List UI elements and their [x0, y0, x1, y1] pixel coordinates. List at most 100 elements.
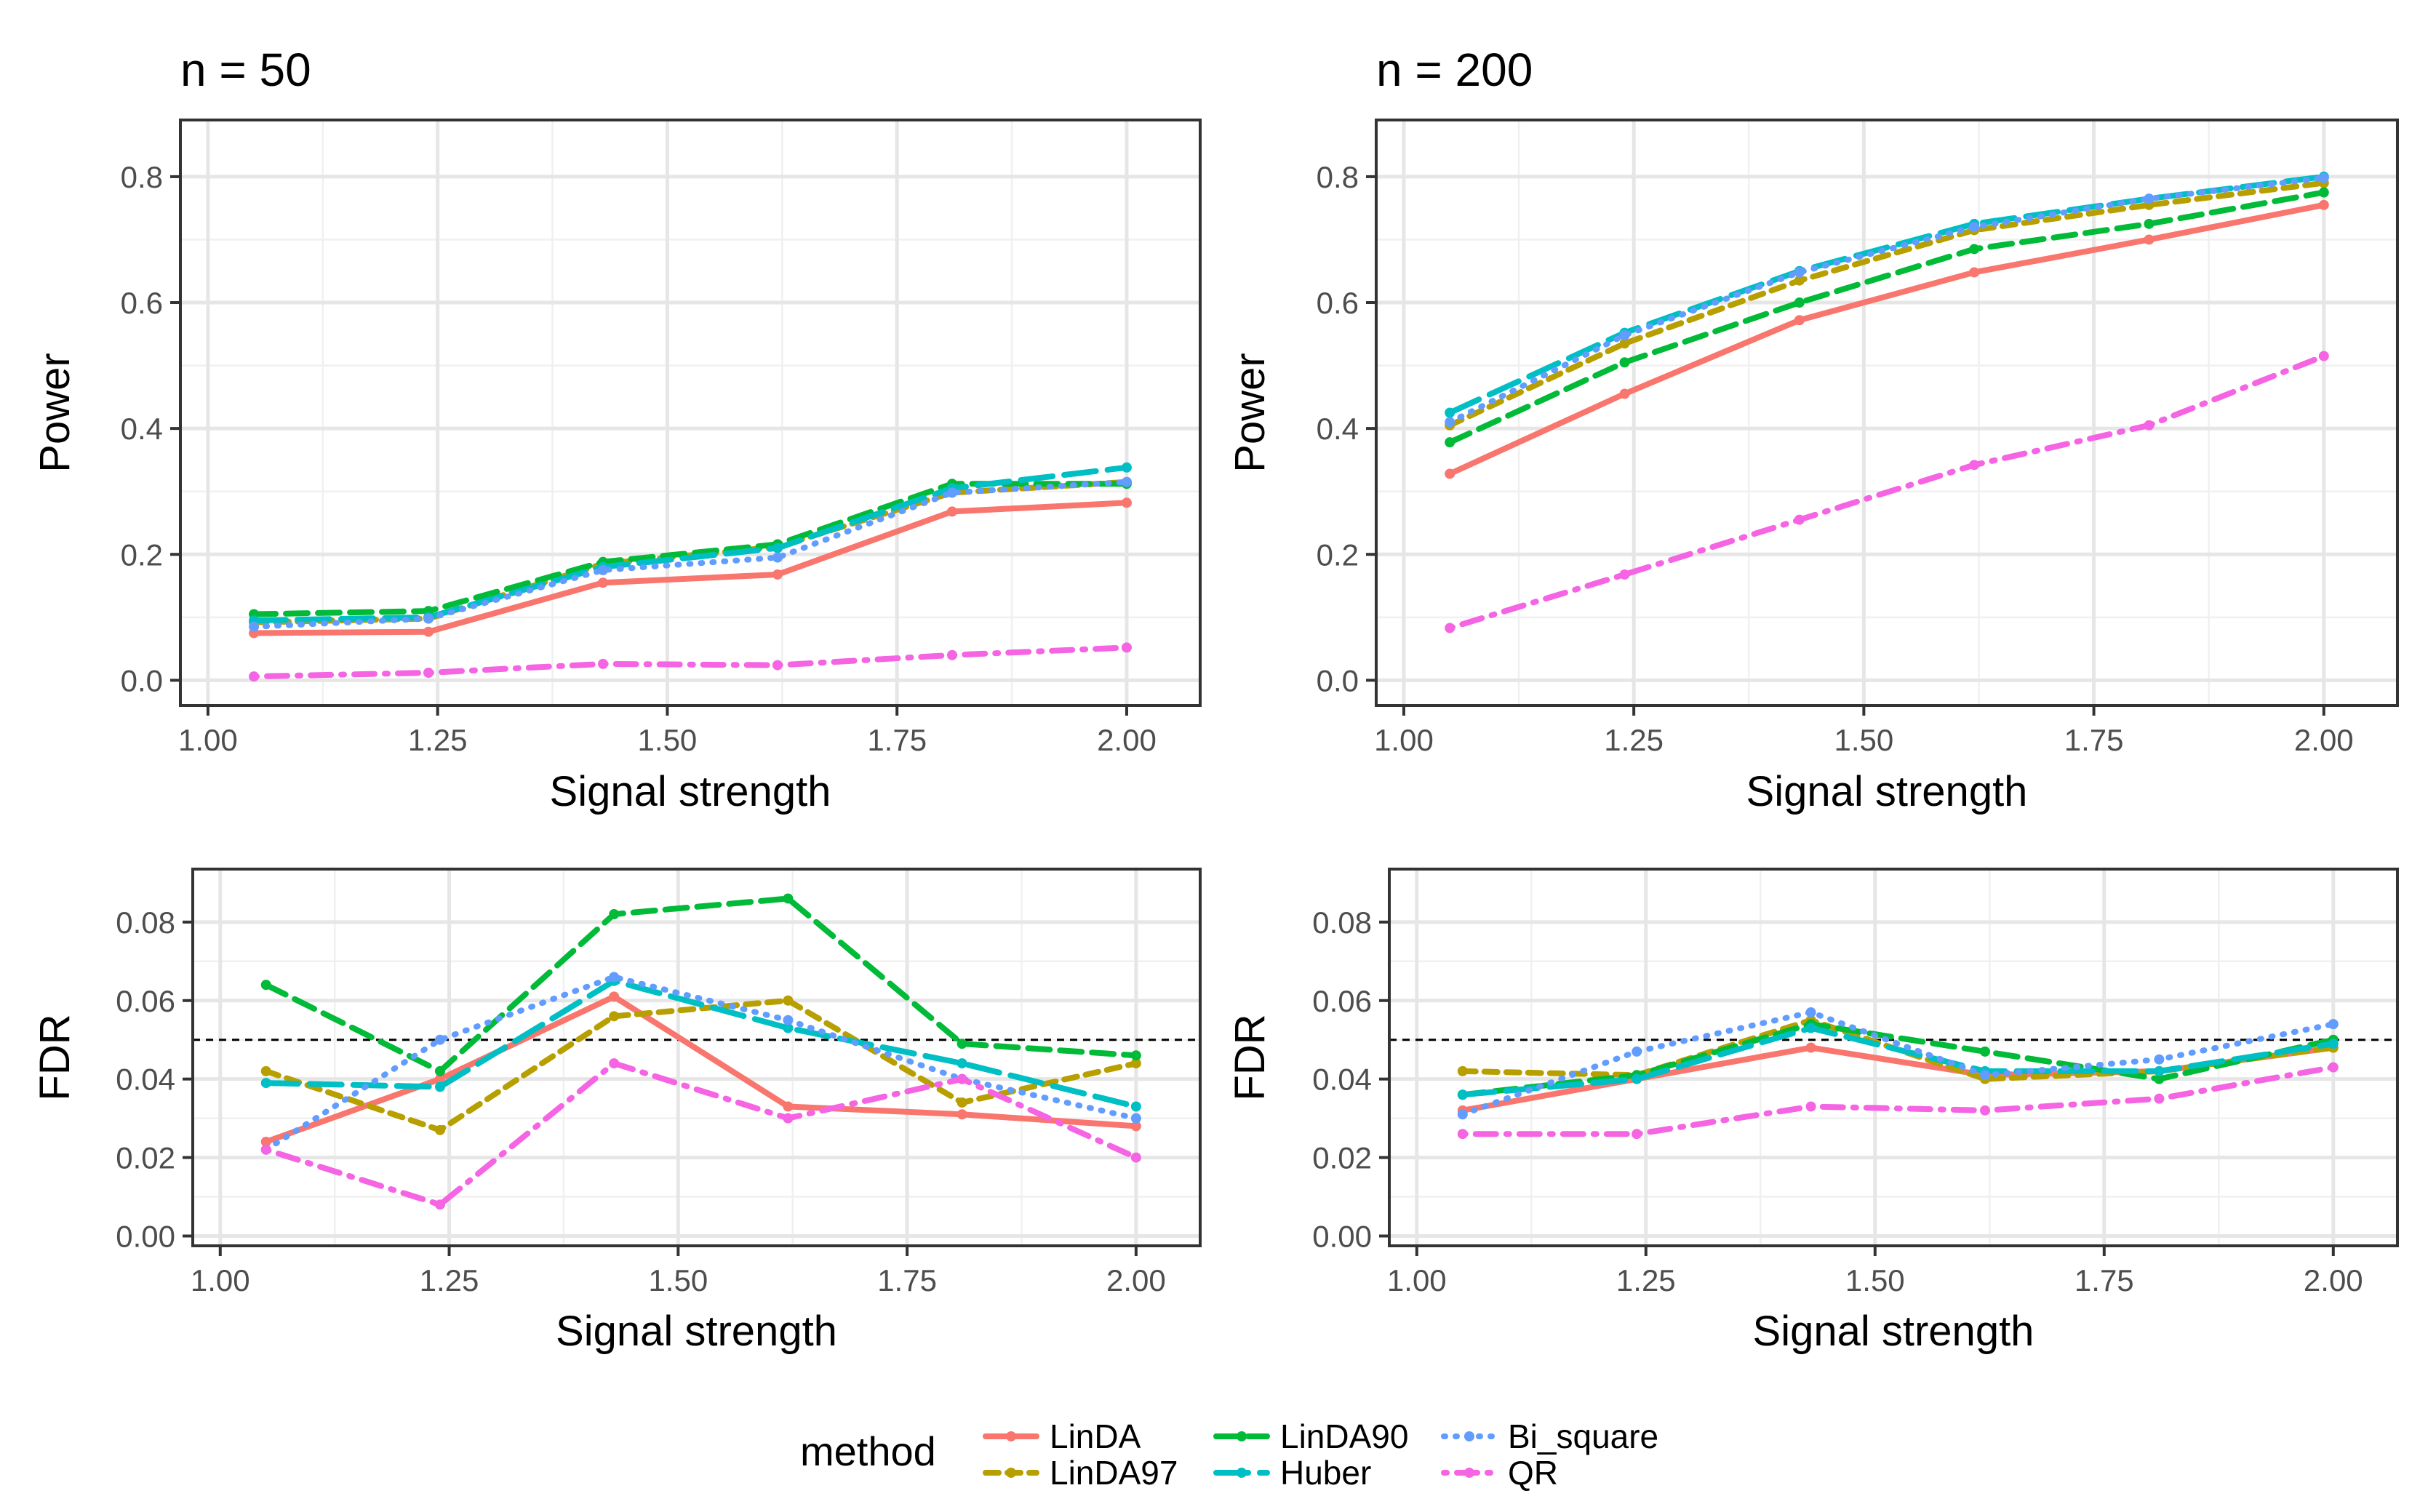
point-Huber	[957, 1058, 967, 1069]
point-LinDA	[772, 569, 783, 580]
plot-background	[180, 120, 1200, 705]
series-line-QR	[251, 644, 1130, 680]
series-line-LinDA97	[1447, 180, 2327, 428]
x-tick-label: 1.00	[178, 723, 238, 757]
point-LinDA90	[1980, 1046, 1990, 1057]
point-Bi_square	[2154, 1054, 2165, 1065]
point-Huber	[2328, 1039, 2339, 1049]
point-Huber	[1805, 1023, 1816, 1033]
panel-title: n = 200	[1376, 44, 1533, 96]
point-Bi_square	[1130, 1113, 1141, 1124]
point-QR	[260, 1144, 271, 1155]
legend-label: LinDA97	[1050, 1454, 1178, 1492]
x-tick-label: 1.00	[191, 1263, 250, 1297]
point-LinDA	[946, 506, 957, 517]
point-LinDA	[1969, 267, 1980, 278]
point-Bi_square	[1457, 1109, 1468, 1120]
legend-key-LinDA: LinDA	[983, 1417, 1141, 1455]
panel-power_n200: 1.00 1.25 1.50 1.75 2.00 0.0 0.2 0.4 0.6 0.8 n = 2…	[1226, 44, 2399, 815]
series-line-Huber	[263, 977, 1139, 1110]
series-line-QR	[263, 1060, 1139, 1208]
y-tick-label: 0.00	[1312, 1220, 1372, 1254]
point-QR	[1130, 1152, 1141, 1163]
x-tick-label: 2.00	[2294, 723, 2354, 757]
point-QR	[1805, 1101, 1816, 1112]
point-QR	[2328, 1062, 2339, 1073]
point-LinDA97	[1130, 1058, 1141, 1069]
point-LinDA97	[1457, 1065, 1468, 1076]
series-line-Bi_square	[251, 479, 1130, 630]
legend-key-QR: QR	[1441, 1454, 1558, 1492]
point-QR	[434, 1199, 445, 1210]
y-tick-label: 0.04	[116, 1063, 175, 1097]
point-LinDA90	[434, 1065, 445, 1076]
point-Huber	[1445, 407, 1455, 418]
x-tick-label: 2.00	[1097, 723, 1157, 757]
y-axis-title: Power	[1226, 353, 1274, 472]
point-QR	[609, 1058, 620, 1069]
y-tick-label: 0.2	[1317, 537, 1359, 572]
x-tick-label: 1.75	[867, 723, 927, 757]
series-line-Bi_square	[1459, 1009, 2336, 1118]
point-LinDA	[1121, 497, 1132, 508]
point-LinDA90	[1130, 1050, 1141, 1061]
x-axis-title: Signal strength	[556, 1308, 837, 1355]
y-tick-label: 0.8	[1317, 160, 1359, 194]
point-QR	[1121, 642, 1132, 653]
point-LinDA	[260, 1137, 271, 1148]
panel-border	[179, 119, 1202, 707]
point-Bi_square	[2328, 1019, 2339, 1030]
y-axis-title: FDR	[31, 1014, 79, 1100]
panel-power_n50: 1.00 1.25 1.50 1.75 2.00 0.0 0.2 0.4 0.6 0.8 n = 5…	[31, 44, 1202, 815]
point-QR	[1632, 1129, 1642, 1140]
point-Huber	[1632, 1073, 1642, 1084]
point-QR	[2318, 351, 2329, 361]
point-Huber	[1130, 1101, 1141, 1112]
x-tick-label: 1.50	[1834, 723, 1894, 757]
point-QR	[772, 660, 783, 671]
point-LinDA90	[260, 980, 271, 991]
point-LinDA90	[2154, 1073, 2165, 1084]
y-tick-label: 0.00	[116, 1220, 175, 1254]
point-LinDA97	[783, 995, 794, 1006]
y-tick-label: 0.06	[1312, 984, 1372, 1018]
point-QR	[1980, 1105, 1990, 1116]
panel-fdr_n200: 1.00 1.25 1.50 1.75 2.00 0.00 0.02 0.04 0.06 0.08…	[1226, 868, 2399, 1355]
point-Huber	[1121, 462, 1132, 473]
y-tick-label: 0.6	[1317, 286, 1359, 320]
point-Huber	[2154, 1065, 2165, 1076]
legend-swatch-point	[1464, 1431, 1474, 1441]
point-QR	[2154, 1093, 2165, 1104]
panel-border	[1375, 119, 2399, 707]
series-line-LinDA	[263, 993, 1139, 1145]
point-LinDA	[2144, 234, 2155, 245]
x-tick-label: 2.00	[1106, 1263, 1166, 1297]
point-Bi_square	[434, 1034, 445, 1045]
point-Bi_square	[1632, 1046, 1642, 1057]
point-LinDA	[609, 991, 620, 1002]
y-tick-label: 0.0	[1317, 663, 1359, 697]
legend-label: LinDA	[1050, 1417, 1141, 1455]
x-tick-label: 1.75	[2074, 1263, 2134, 1297]
legend-key-LinDA90: LinDA90	[1213, 1417, 1408, 1455]
point-LinDA90	[2144, 218, 2155, 229]
point-LinDA	[2318, 199, 2329, 210]
legend-label: Bi_square	[1508, 1417, 1658, 1455]
point-Bi_square	[946, 487, 957, 498]
point-LinDA97	[1794, 275, 1805, 286]
point-Bi_square	[609, 972, 620, 983]
y-tick-label: 0.08	[1312, 905, 1372, 940]
series-line-LinDA	[251, 500, 1130, 636]
point-LinDA	[598, 577, 609, 588]
legend-swatch-point	[1464, 1468, 1474, 1478]
legend-swatch-point	[1006, 1468, 1016, 1478]
point-QR	[598, 658, 609, 669]
point-Huber	[260, 1078, 271, 1089]
x-tick-label: 1.25	[408, 723, 468, 757]
point-LinDA90	[1794, 297, 1805, 308]
panel-fdr_n50: 1.00 1.25 1.50 1.75 2.00 0.00 0.02 0.04 0.06 0.08…	[31, 868, 1202, 1355]
point-LinDA90	[609, 909, 620, 920]
y-tick-label: 0.06	[116, 984, 175, 1018]
